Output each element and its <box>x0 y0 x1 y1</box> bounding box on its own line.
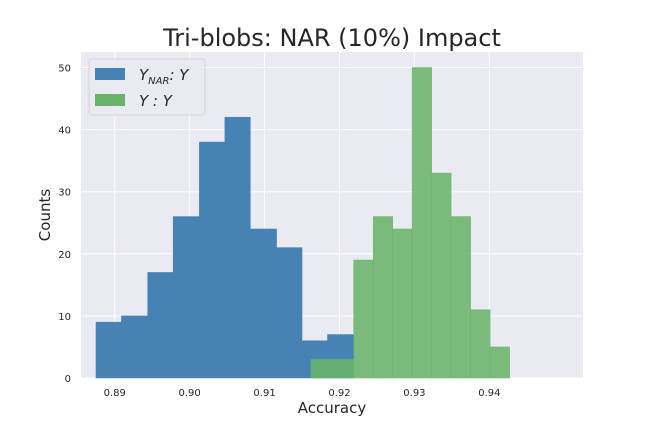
x-tick-label: 0.92 <box>328 388 350 399</box>
y-tick-label: 10 <box>58 312 71 323</box>
histogram-bar-series-1 <box>172 216 200 379</box>
y-axis-ticks: 0 10 20 30 40 50 <box>58 64 71 385</box>
x-axis-ticks: 0.89 0.90 0.91 0.92 0.93 0.94 <box>104 388 501 399</box>
histogram-bar-series-1 <box>250 228 277 379</box>
histogram-bar-series-2 <box>310 359 354 379</box>
histogram-bar-series-1 <box>147 272 174 379</box>
histogram-bar-series-1 <box>199 141 226 379</box>
y-tick-label: 20 <box>58 250 71 261</box>
legend-swatch-nar <box>95 68 125 80</box>
x-tick-label: 0.94 <box>478 388 500 399</box>
y-axis-label: Counts <box>36 189 54 242</box>
x-tick-label: 0.89 <box>104 388 126 399</box>
histogram-bar-series-1 <box>224 116 251 379</box>
histogram-bars <box>95 67 510 379</box>
x-axis-label: Accuracy <box>298 399 367 417</box>
legend-label-nar-main: Y <box>139 66 150 84</box>
legend-label-nar-sub: NAR <box>148 76 169 87</box>
histogram-bar-series-2 <box>392 228 413 379</box>
legend: YNAR: Y Y : Y <box>88 58 206 116</box>
chart-title: Tri-blobs: NAR (10%) Impact <box>162 24 501 52</box>
histogram-bar-series-2 <box>431 172 452 379</box>
legend-swatch-yy <box>95 94 125 106</box>
histogram-bar-series-2 <box>372 216 393 379</box>
y-tick-label: 50 <box>58 64 71 75</box>
histogram-bar-series-1 <box>121 315 148 379</box>
y-tick-label: 40 <box>58 126 71 137</box>
histogram-bar-series-1 <box>95 321 122 379</box>
y-tick-label: 0 <box>65 374 71 385</box>
legend-label-yy: Y : Y <box>139 92 174 110</box>
histogram-bar-series-2 <box>411 67 432 379</box>
x-tick-label: 0.93 <box>403 388 425 399</box>
legend-label-nar: YNAR: Y <box>139 66 190 87</box>
y-tick-label: 30 <box>58 188 71 199</box>
x-tick-label: 0.90 <box>179 388 201 399</box>
histogram-bar-series-1 <box>276 247 303 379</box>
histogram-bar-series-2 <box>450 216 471 379</box>
histogram-bar-series-2 <box>489 346 510 379</box>
legend-label-nar-tail: : Y <box>169 66 190 84</box>
histogram-bar-series-2 <box>353 259 374 379</box>
x-tick-label: 0.91 <box>253 388 275 399</box>
histogram-bar-series-2 <box>470 309 491 379</box>
